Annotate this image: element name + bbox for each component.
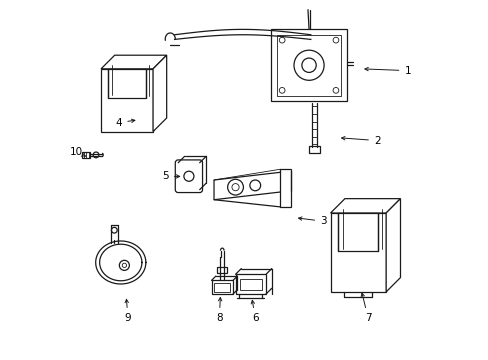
Text: 3: 3 xyxy=(298,216,326,226)
Bar xyxy=(108,69,145,98)
Text: 8: 8 xyxy=(216,297,222,323)
Bar xyxy=(338,213,378,251)
Text: 9: 9 xyxy=(124,299,131,323)
Bar xyxy=(82,152,90,158)
Polygon shape xyxy=(214,171,290,200)
Bar xyxy=(271,30,346,101)
Text: 6: 6 xyxy=(251,300,258,323)
Bar xyxy=(217,267,227,273)
Text: 2: 2 xyxy=(341,136,380,145)
Text: 4: 4 xyxy=(116,118,135,128)
FancyBboxPatch shape xyxy=(175,160,202,193)
Bar xyxy=(239,279,261,291)
Bar xyxy=(235,274,265,294)
Polygon shape xyxy=(101,55,166,69)
Bar xyxy=(308,146,320,153)
Bar xyxy=(214,283,230,292)
Bar xyxy=(211,280,233,294)
Bar xyxy=(276,35,341,96)
Bar xyxy=(101,69,153,132)
Text: 1: 1 xyxy=(364,66,410,76)
Bar xyxy=(280,169,290,207)
Polygon shape xyxy=(153,55,166,132)
Text: 5: 5 xyxy=(162,171,179,181)
Text: 10: 10 xyxy=(69,147,85,157)
Bar xyxy=(330,213,386,292)
Polygon shape xyxy=(330,199,400,213)
Text: 7: 7 xyxy=(361,293,371,323)
Polygon shape xyxy=(386,199,400,292)
